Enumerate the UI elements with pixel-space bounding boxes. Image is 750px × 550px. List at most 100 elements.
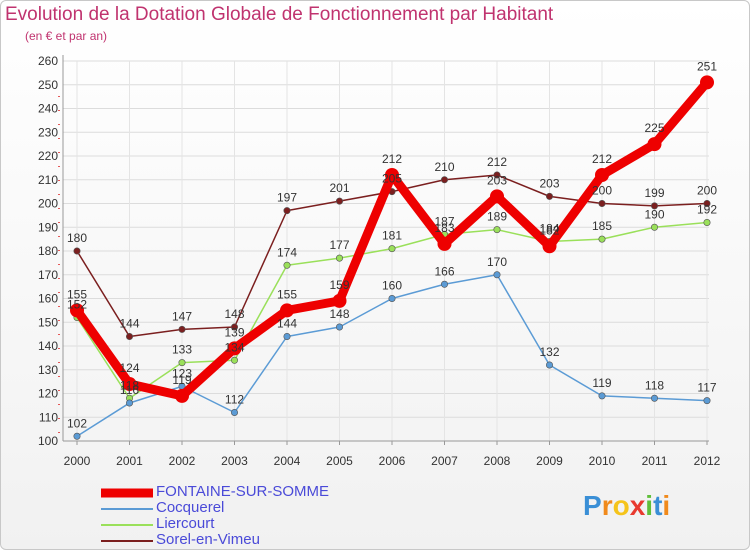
data-label: 160 (382, 279, 402, 293)
logo-letter: x (629, 490, 646, 521)
chart-subtitle: (en € et par an) (25, 29, 108, 43)
data-point (283, 332, 291, 340)
data-label: 192 (697, 203, 717, 217)
y-tick-label: 120 (38, 387, 58, 401)
y-tick-label: 110 (39, 410, 58, 424)
y-tick-label: 260 (38, 54, 58, 68)
data-point (437, 236, 452, 251)
y-tick-label: 210 (38, 173, 58, 187)
data-point (493, 171, 501, 179)
data-label: 210 (434, 160, 454, 174)
data-label: 185 (592, 219, 612, 233)
series-lines (70, 75, 714, 440)
data-label: 155 (277, 287, 297, 301)
legend-swatch (101, 508, 153, 510)
data-label: 190 (644, 207, 664, 221)
data-label: 144 (277, 317, 297, 331)
data-point (440, 176, 448, 184)
data-label: 180 (67, 231, 87, 245)
data-point (335, 323, 343, 331)
x-tick-label: 2012 (694, 454, 721, 468)
data-label: 148 (329, 307, 349, 321)
data-point (178, 325, 186, 333)
logo-letter: r (601, 490, 613, 521)
data-point (493, 271, 501, 279)
x-tick-label: 2000 (64, 454, 91, 468)
data-label: 212 (487, 155, 507, 169)
data-point (126, 399, 134, 407)
data-point (598, 235, 606, 243)
logo-letter: i (662, 490, 671, 521)
logo-letter: o (612, 490, 630, 521)
data-label: 199 (644, 186, 664, 200)
data-label: 182 (539, 223, 559, 237)
data-point (175, 388, 189, 403)
data-point (650, 202, 658, 210)
data-point (650, 394, 658, 402)
data-label: 174 (277, 245, 297, 259)
data-label: 212 (592, 152, 612, 166)
data-label: 200 (697, 184, 717, 198)
data-point (545, 192, 553, 200)
data-point (70, 303, 84, 318)
data-label: 152 (67, 298, 87, 312)
data-label: 159 (329, 278, 349, 292)
data-label: 184 (539, 222, 559, 236)
legend-label: Liercourt (156, 515, 215, 532)
data-label: 251 (697, 59, 717, 73)
data-point (231, 408, 239, 416)
data-point (385, 168, 399, 182)
data-label: 134 (224, 340, 244, 354)
data-label: 117 (697, 381, 716, 395)
y-tick-label: 230 (38, 125, 58, 139)
legend-label: Sorel-en-Vimeu (156, 531, 260, 548)
data-point (280, 303, 294, 318)
x-tick-label: 2005 (326, 454, 353, 468)
x-tick-label: 2011 (642, 454, 668, 468)
y-tick-label: 150 (38, 315, 58, 329)
legend-swatch (101, 540, 153, 542)
y-tick-label: 100 (38, 434, 58, 448)
data-label: 123 (172, 366, 192, 380)
data-point (227, 341, 242, 356)
data-point (73, 432, 81, 440)
data-point (73, 247, 81, 255)
data-point (598, 392, 606, 400)
grid-lines (63, 60, 709, 442)
x-tick-label: 2010 (589, 454, 616, 468)
data-point (647, 137, 662, 152)
y-tick-label: 160 (38, 292, 58, 306)
x-tick-label: 2006 (379, 454, 406, 468)
data-label: 201 (329, 181, 349, 195)
data-label: 118 (645, 378, 664, 392)
axes: 100 110 120 130 140 150 160 170 180 190 200 210 220 2… (38, 54, 721, 468)
data-label: 147 (172, 309, 192, 323)
data-point (122, 377, 137, 391)
data-point (231, 323, 239, 331)
chart-title: Evolution de la Dotation Globale de Fonc… (5, 4, 554, 25)
data-point (335, 197, 343, 205)
data-point (440, 280, 448, 288)
data-point (700, 75, 714, 90)
y-tick-label: 250 (38, 78, 58, 92)
y-tick-label: 180 (38, 244, 58, 258)
data-point (703, 200, 711, 208)
data-point (335, 254, 343, 262)
y-tick-label: 200 (38, 197, 58, 211)
legend-label: FONTAINE-SUR-SOMME (156, 483, 330, 500)
y-tick-label: 130 (38, 363, 58, 377)
data-label: 187 (434, 214, 454, 228)
data-label: 225 (644, 121, 664, 135)
data-label: 124 (119, 361, 139, 375)
data-point (490, 189, 504, 204)
x-tick-label: 2004 (274, 454, 301, 468)
x-tick-label: 2008 (484, 454, 511, 468)
data-point (231, 356, 239, 364)
data-label: 183 (434, 221, 454, 235)
y-tick-label: 220 (38, 149, 58, 163)
y-tick-label: 170 (38, 268, 58, 282)
data-label: 181 (382, 229, 402, 243)
x-tick-label: 2001 (116, 454, 143, 468)
